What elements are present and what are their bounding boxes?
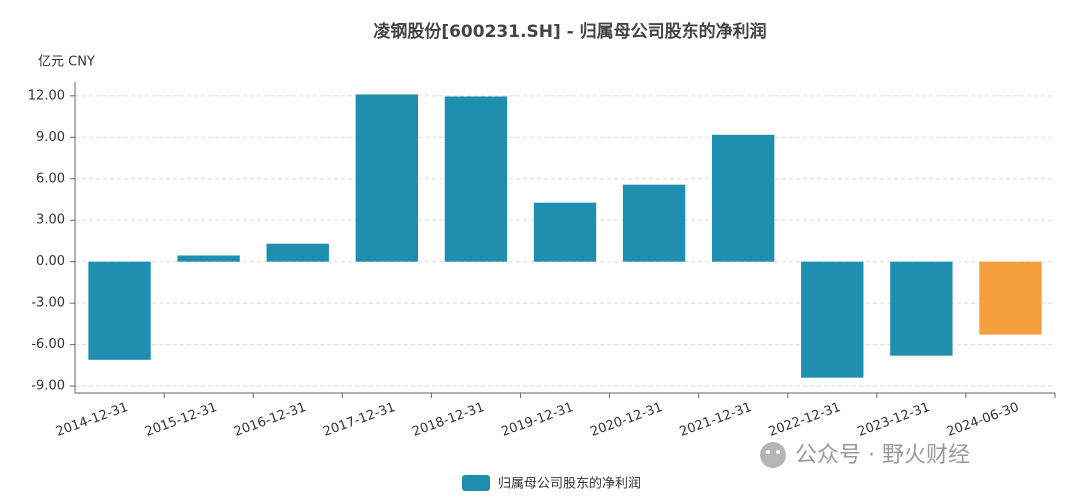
bar [88, 261, 151, 360]
bar [622, 184, 686, 262]
x-tick-label: 2017-12-31 [321, 400, 397, 440]
x-tick-label: 2014-12-31 [54, 400, 130, 440]
bar [355, 94, 418, 262]
chart-title: 凌钢股份[600231.SH] - 归属母公司股东的净利润 [373, 21, 766, 42]
y-tick-label: 3.00 [36, 213, 65, 228]
x-tick-label: 2018-12-31 [410, 400, 486, 440]
legend-label: 归属母公司股东的净利润 [498, 476, 641, 492]
bar [801, 261, 864, 378]
x-tick-label: 2021-12-31 [678, 400, 754, 440]
y-tick-label: -6.00 [31, 337, 65, 352]
y-tick-label: 6.00 [36, 171, 65, 186]
y-unit: 亿元 CNY [38, 55, 95, 70]
x-tick-label: 2024-06-30 [945, 400, 1021, 440]
y-tick-label: 9.00 [36, 130, 65, 145]
x-tick-label: 2016-12-31 [232, 400, 308, 440]
bar [712, 134, 775, 262]
bar [533, 202, 597, 262]
watermark-icon [760, 442, 786, 468]
watermark: 公众号 · 野火财经 [795, 443, 970, 468]
bar [444, 96, 508, 262]
y-tick-label: -9.00 [31, 379, 65, 394]
bar [266, 243, 329, 262]
bar [177, 255, 240, 262]
x-tick-label: 2020-12-31 [589, 400, 665, 440]
y-tick-label: -3.00 [31, 296, 65, 311]
y-tick-label: 12.00 [28, 88, 65, 103]
x-tick-label: 2023-12-31 [856, 400, 932, 440]
legend-swatch [462, 475, 490, 491]
bar [979, 261, 1042, 335]
bar [890, 261, 953, 356]
x-tick-label: 2022-12-31 [767, 400, 843, 440]
y-tick-label: 0.00 [36, 254, 65, 269]
x-tick-label: 2015-12-31 [143, 400, 219, 440]
x-tick-label: 2019-12-31 [499, 400, 575, 440]
